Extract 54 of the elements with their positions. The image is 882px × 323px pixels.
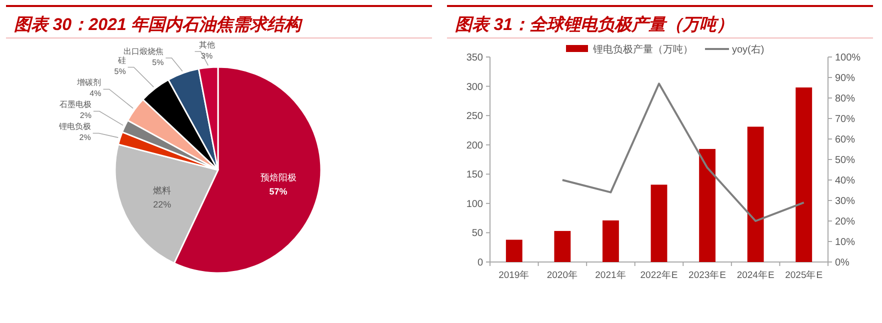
chart-title: 图表 30：2021 年国内石油焦需求结构 bbox=[14, 15, 304, 34]
data-label: 4% bbox=[90, 89, 102, 98]
data-label: 57% bbox=[269, 186, 288, 196]
data-label: 2% bbox=[80, 111, 92, 120]
y2-tick-label: 20% bbox=[835, 216, 856, 228]
bar bbox=[699, 148, 716, 262]
slice-label: 预焙阳极 bbox=[260, 172, 296, 182]
bar bbox=[650, 184, 668, 262]
y2-tick-label: 90% bbox=[835, 73, 856, 84]
data-label: 22% bbox=[153, 199, 172, 210]
data-label: 5% bbox=[152, 58, 164, 68]
y2-tick-label: 60% bbox=[835, 134, 856, 146]
bar bbox=[554, 230, 571, 262]
y-tick-label: 300 bbox=[466, 82, 484, 93]
slice-label: 出口煅烧焦 bbox=[124, 47, 164, 56]
x-tick-label: 2022年E bbox=[640, 269, 678, 281]
bar bbox=[506, 240, 522, 262]
line-series bbox=[561, 82, 805, 222]
y-tick-label: 150 bbox=[466, 170, 484, 181]
x-tick-label: 2024年E bbox=[736, 269, 774, 281]
bar bbox=[796, 87, 812, 262]
y-tick-label: 250 bbox=[466, 111, 484, 122]
y2-tick-label: 0% bbox=[835, 258, 850, 268]
y-tick-label: 350 bbox=[466, 52, 484, 64]
data-label: 2% bbox=[79, 133, 91, 142]
y2-tick-label: 40% bbox=[835, 176, 856, 186]
slice-label: 增碳剂 bbox=[76, 78, 102, 88]
legend-label: 锂电负极产量（万吨） bbox=[592, 44, 693, 56]
y2-tick-label: 70% bbox=[835, 114, 856, 125]
y-tick-label: 200 bbox=[466, 140, 484, 152]
slice-label: 燃料 bbox=[153, 185, 172, 196]
bar bbox=[602, 220, 619, 262]
data-label: 5% bbox=[114, 67, 126, 76]
y-tick-label: 100 bbox=[466, 198, 484, 210]
x-tick-label: 2023年E bbox=[688, 269, 726, 281]
y2-tick-label: 80% bbox=[835, 94, 856, 104]
legend-label: yoy(右) bbox=[732, 44, 764, 56]
x-tick-label: 2020年 bbox=[546, 269, 578, 281]
slice-label: 锂电负极 bbox=[58, 122, 91, 132]
y-tick-label: 50 bbox=[472, 228, 484, 240]
x-tick-label: 2025年E bbox=[785, 269, 823, 281]
y2-tick-label: 50% bbox=[835, 155, 856, 166]
bar bbox=[747, 126, 764, 262]
chart-title: 图表 31：全球锂电负极产量（万吨） bbox=[455, 15, 734, 34]
y2-tick-label: 10% bbox=[835, 237, 856, 248]
slice-label: 石墨电极 bbox=[59, 100, 92, 110]
slice-label: 其他 bbox=[198, 40, 215, 50]
x-tick-label: 2019年 bbox=[498, 269, 530, 281]
y2-tick-label: 30% bbox=[835, 196, 856, 207]
slice-label: 硅 bbox=[116, 56, 126, 66]
y2-tick-label: 100% bbox=[835, 52, 861, 64]
x-tick-label: 2021年 bbox=[595, 269, 626, 281]
y-tick-label: 0 bbox=[477, 258, 484, 268]
data-label: 3% bbox=[201, 52, 213, 61]
